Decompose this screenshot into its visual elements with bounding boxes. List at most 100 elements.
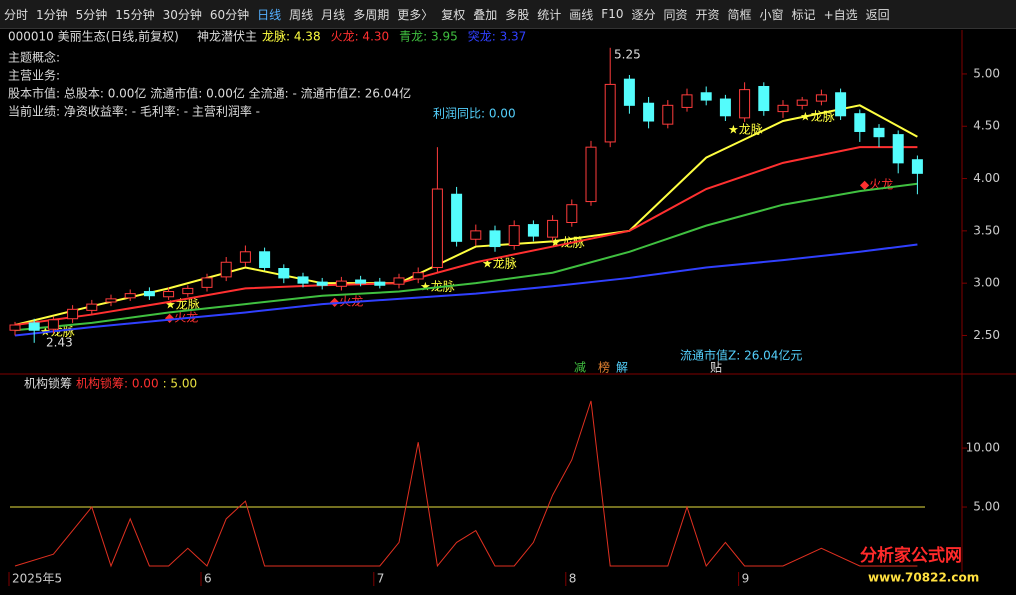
toolbar-button[interactable]: 30分钟 — [162, 7, 202, 22]
y-tick-label: 4.50 — [973, 119, 1000, 133]
candle-body — [739, 89, 751, 119]
annotation: 5.25 — [614, 48, 641, 62]
candle-body — [182, 287, 194, 295]
candle-body — [796, 99, 808, 106]
toolbar-button[interactable]: +自选 — [823, 7, 858, 22]
candle-body — [143, 291, 155, 297]
candle-body — [873, 127, 885, 138]
toolbar-button[interactable]: 简框 — [727, 7, 752, 22]
candle-body — [700, 92, 712, 101]
candle-body — [777, 104, 789, 113]
legend-entry: 青龙: 3.95 — [399, 30, 458, 44]
toolbar-button[interactable]: 多股 — [505, 7, 530, 22]
candle-body — [355, 279, 367, 284]
toolbar-button[interactable]: 多周期 — [353, 7, 390, 22]
candle-body — [815, 94, 827, 102]
tag: 贴 — [710, 361, 722, 375]
candle-body — [623, 78, 635, 106]
y-tick-label: 3.00 — [973, 276, 1000, 290]
toolbar-button[interactable]: 标记 — [791, 7, 816, 22]
y-tick-label: 2.50 — [973, 328, 1000, 342]
x-tick-label: 6 — [204, 572, 212, 586]
toolbar-button[interactable]: 更多〉 — [397, 7, 434, 22]
candle-body — [854, 113, 866, 132]
legend-entry: 火龙: 4.30 — [331, 30, 390, 44]
candle-body — [9, 324, 21, 331]
ma-line — [14, 243, 918, 337]
tag: 榜 — [598, 360, 610, 375]
candle-body — [28, 322, 40, 331]
candle-body — [297, 276, 309, 284]
tag: 减 — [574, 361, 586, 375]
toolbar-button[interactable]: 5分钟 — [75, 7, 108, 22]
candle-body — [163, 291, 175, 298]
toolbar-button[interactable]: 统计 — [537, 7, 562, 22]
candle-body — [470, 230, 482, 240]
candle-body — [431, 188, 443, 268]
toolbar-button[interactable]: 复权 — [441, 7, 466, 22]
candle-body — [527, 224, 539, 237]
tag: 解 — [616, 361, 628, 375]
toolbar-button[interactable]: 返回 — [865, 7, 890, 22]
info: 主营业务: — [8, 68, 60, 83]
toolbar-button[interactable]: 画线 — [569, 7, 594, 22]
info: 当前业绩: 净资收益率: - 毛利率: - 主营利润率 - — [8, 104, 260, 119]
toolbar-button[interactable]: 叠加 — [473, 7, 498, 22]
info: 主题概念: — [8, 50, 60, 65]
candle-body — [220, 261, 232, 278]
signal: ◆火龙 — [165, 311, 198, 325]
candle-body — [892, 134, 904, 164]
candle-body — [316, 281, 328, 286]
y-tick-label: 4.00 — [973, 171, 1000, 185]
toolbar-button[interactable]: F10 — [601, 7, 624, 21]
candle-body — [643, 102, 655, 122]
toolbar-button[interactable]: 日线 — [257, 7, 282, 22]
legend-entry: 突龙: 3.37 — [468, 29, 527, 44]
toolbar-button[interactable]: 小窗 — [759, 7, 784, 22]
annotation: 2.43 — [46, 336, 73, 350]
signal: ★龙脉 — [420, 279, 455, 294]
candle-body — [547, 219, 559, 238]
toolbar-button[interactable]: 分时 — [4, 7, 29, 22]
candle-body — [911, 159, 923, 174]
candle-body — [758, 85, 770, 112]
candle-body — [86, 303, 98, 311]
y-tick-label: 3.50 — [973, 223, 1000, 237]
toolbar-button[interactable]: 1分钟 — [36, 7, 68, 22]
candle-body — [451, 193, 463, 242]
signal: ★龙脉 — [728, 122, 763, 137]
toolbar-button[interactable]: 周线 — [289, 7, 314, 22]
candle-body — [278, 268, 290, 279]
ma-line — [14, 146, 918, 327]
x-tick-label: 2025年5 — [12, 572, 62, 586]
toolbar-button[interactable]: 逐分 — [631, 7, 656, 22]
toolbar-button[interactable]: 15分钟 — [115, 7, 155, 22]
info: 股本市值: 总股本: 0.00亿 流通市值: 0.00亿 全流通: - 流通市值… — [8, 86, 411, 101]
candle-body — [67, 308, 79, 320]
annotation: 利润同比: 0.00 — [433, 107, 516, 121]
x-tick-label: 9 — [742, 572, 750, 586]
candle-body — [719, 98, 731, 117]
toolbar-button[interactable]: 同资 — [663, 7, 688, 22]
formula-name: 神龙潜伏主 — [197, 30, 257, 44]
toolbar-button[interactable]: 月线 — [321, 7, 346, 22]
candle-body — [489, 230, 501, 248]
candle-body — [239, 251, 251, 263]
candle-body — [47, 319, 59, 330]
candle-body — [259, 251, 271, 268]
stock-code: 000010 美丽生态(日线,前复权) — [8, 29, 179, 44]
toolbar-button[interactable]: 60分钟 — [209, 7, 250, 22]
toolbar: 分时 1分钟 5分钟 15分钟 30分钟 60分钟 日线 周线 月线 多周期 更多〉 复权 叠加 多股 统计… — [0, 0, 1016, 29]
candle-body — [374, 281, 386, 286]
candle-body — [604, 83, 616, 143]
candle-body — [201, 277, 213, 288]
y-tick-label: 5.00 — [973, 500, 1000, 514]
legend-entry: : 5.00 — [163, 377, 198, 391]
candle-body — [585, 146, 597, 203]
candle-body — [662, 104, 674, 125]
toolbar-button[interactable]: 开资 — [695, 7, 720, 22]
panel-title: 机构锁筹 — [24, 376, 72, 391]
ma-line — [14, 182, 918, 332]
candle-body — [566, 204, 578, 223]
